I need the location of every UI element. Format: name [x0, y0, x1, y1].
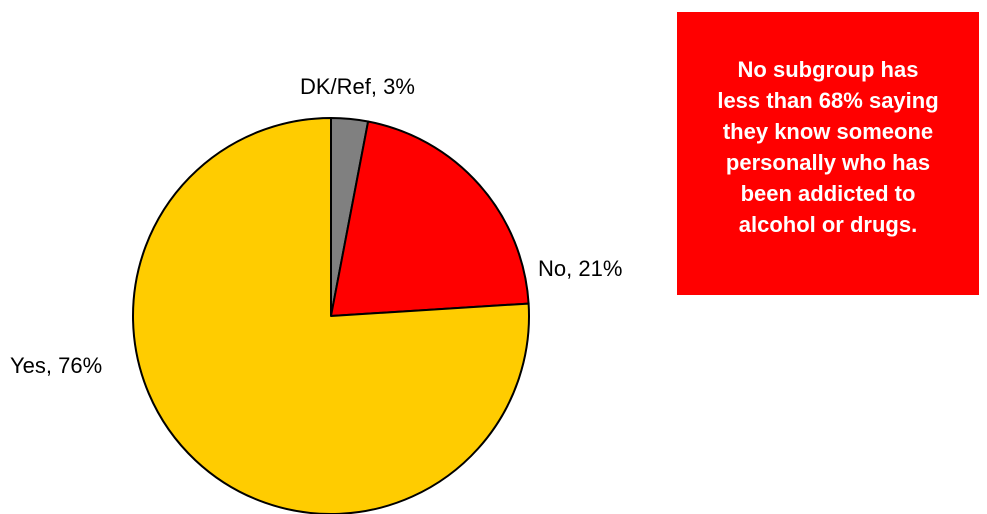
pie-slices	[132, 117, 530, 514]
slice-label-no: No, 21%	[538, 256, 622, 281]
slice-label-yes: Yes, 76%	[10, 353, 102, 378]
pie-slice-yes	[132, 117, 530, 514]
callout-text: No subgroup has less than 68% saying the…	[717, 56, 939, 237]
pie-slice-no	[330, 120, 530, 317]
pie-labels: DK/Ref, 3% No, 21% Yes, 76%	[10, 74, 622, 378]
callout-box: No subgroup has less than 68% saying the…	[677, 12, 979, 295]
slice-label-dk-ref: DK/Ref, 3%	[300, 74, 415, 99]
